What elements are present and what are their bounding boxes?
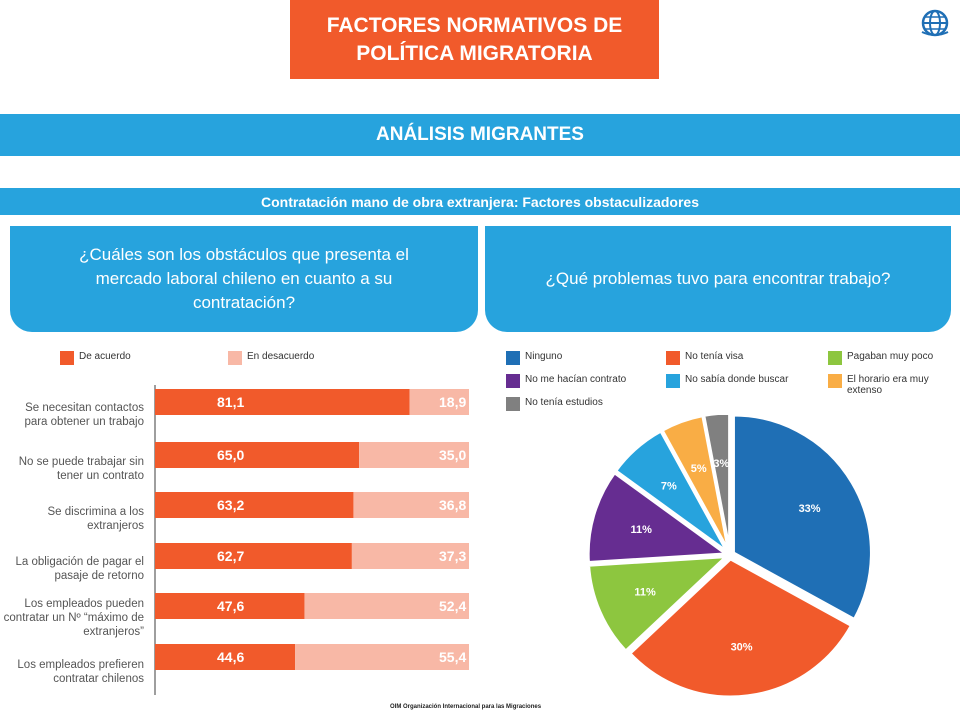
legend-swatch [228,351,242,365]
bar-value-label-disagree: 52,4 [439,598,466,614]
oim-logo-icon [921,9,949,37]
bar-disagree [409,389,469,415]
pie-slice-label: 30% [731,642,753,654]
legend-swatch [506,397,520,411]
pie-slice [586,470,731,565]
title-line-1: FACTORES NORMATIVOS DE [326,13,623,37]
legend-label: No tenía estudios [525,397,603,408]
bar-category-label: Se discrimina a los extranjeros [47,506,144,532]
bar-disagree [295,644,469,670]
subsection-banner: Contratación mano de obra extranjera: Fa… [0,188,960,215]
pie-slice-label: 3% [713,458,729,470]
bar-disagree [304,593,469,619]
bar-disagree [353,492,469,518]
legend-swatch [506,374,520,388]
legend-label: Pagaban muy poco [847,351,934,362]
bar-category-label: Los empleados prefieren contratar chilen… [17,659,144,685]
legend-label: No tenía visa [685,351,744,362]
pie-slice [731,415,873,622]
bar-value-label-agree: 65,0 [217,447,244,463]
bar-agree [155,644,296,670]
section-banner: ANÁLISIS MIGRANTES [0,114,960,156]
legend-swatch [666,374,680,388]
bar-value-label-agree: 44,6 [217,649,244,665]
bar-agree [155,492,354,518]
legend-label: No sabía donde buscar [685,374,789,385]
pie-legend-item: No tenía estudios [506,397,603,411]
bar-category-label: No se puede trabajar sin tener un contra… [18,456,144,482]
legend-swatch [60,351,74,365]
legend-label: El horario era muy extenso [847,374,929,396]
bar-value-label-disagree: 35,0 [439,447,466,463]
bar-category-label: Se necesitan contactos para obtener un t… [24,402,144,428]
pie-slice-label: 5% [691,463,707,475]
bar-chart: 81,1 18,9 65,0 35,0 63,2 36,8 62,7 37,3 47,6 52,4… [154,385,469,695]
legend-item-disagree: En desacuerdo [228,351,314,365]
pie-chart: 33% 30% 11% 11% 7% 5% 3% [586,415,873,699]
bar-value-label-agree: 63,2 [217,497,244,513]
legend-label: En desacuerdo [247,351,315,362]
legend-label: No me hacían contrato [525,374,627,385]
bar-value-label-agree: 62,7 [217,548,244,564]
bar-value-label-disagree: 55,4 [439,649,466,665]
pie-slice [702,415,732,552]
pie-slice [627,557,854,699]
pie-legend-item: No tenía visa [666,351,743,365]
bar-agree [155,543,352,569]
bar-disagree [351,543,469,569]
pie-slice [587,554,731,654]
bar-agree [155,442,360,468]
legend-swatch [506,351,520,365]
pie-legend-item: El horario era muy extenso [828,374,956,396]
bar-agree [155,389,410,415]
bar-value-label-disagree: 37,3 [439,548,466,564]
legend-swatch [828,374,842,388]
bar-value-label-disagree: 36,8 [439,497,466,513]
legend-label: Ninguno [525,351,563,362]
legend-swatch [828,351,842,365]
question-right-text: ¿Qué problemas tuvo para encontrar traba… [545,269,891,288]
bar-category-label: La obligación de pagar el pasaje de reto… [15,556,144,582]
footer-credit: OIM Organización Internacional para las … [390,704,542,710]
pie-legend-item: No me hacían contrato [506,374,626,388]
question-right: ¿Qué problemas tuvo para encontrar traba… [485,226,951,332]
bar-agree [155,593,305,619]
pie-slice-label: 7% [661,481,677,493]
pie-slice [613,429,729,554]
legend-swatch [666,351,680,365]
legend-label: De acuerdo [79,351,131,362]
bar-value-label-agree: 81,1 [217,394,244,410]
question-left-text: ¿Cuáles son los obstáculos que presenta … [79,245,409,312]
pie-slice-label: 11% [631,524,653,536]
bar-value-label-agree: 47,6 [217,598,244,614]
bar-category-label: Los empleados pueden contratar un Nº “má… [3,598,144,638]
pie-slice-label: 11% [634,587,656,599]
question-left: ¿Cuáles son los obstáculos que presenta … [10,226,478,332]
pie-slice-label: 33% [799,503,821,515]
bar-value-label-disagree: 18,9 [439,394,466,410]
title-line-2: POLÍTICA MIGRATORIA [356,41,593,65]
pie-legend-item: No sabía donde buscar [666,374,788,388]
bar-disagree [359,442,469,468]
page-title: FACTORES NORMATIVOS DE POLÍTICA MIGRATOR… [290,0,659,79]
pie-legend-item: Ninguno [506,351,562,365]
pie-legend-item: Pagaban muy poco [828,351,933,365]
legend-item-agree: De acuerdo [60,351,131,365]
